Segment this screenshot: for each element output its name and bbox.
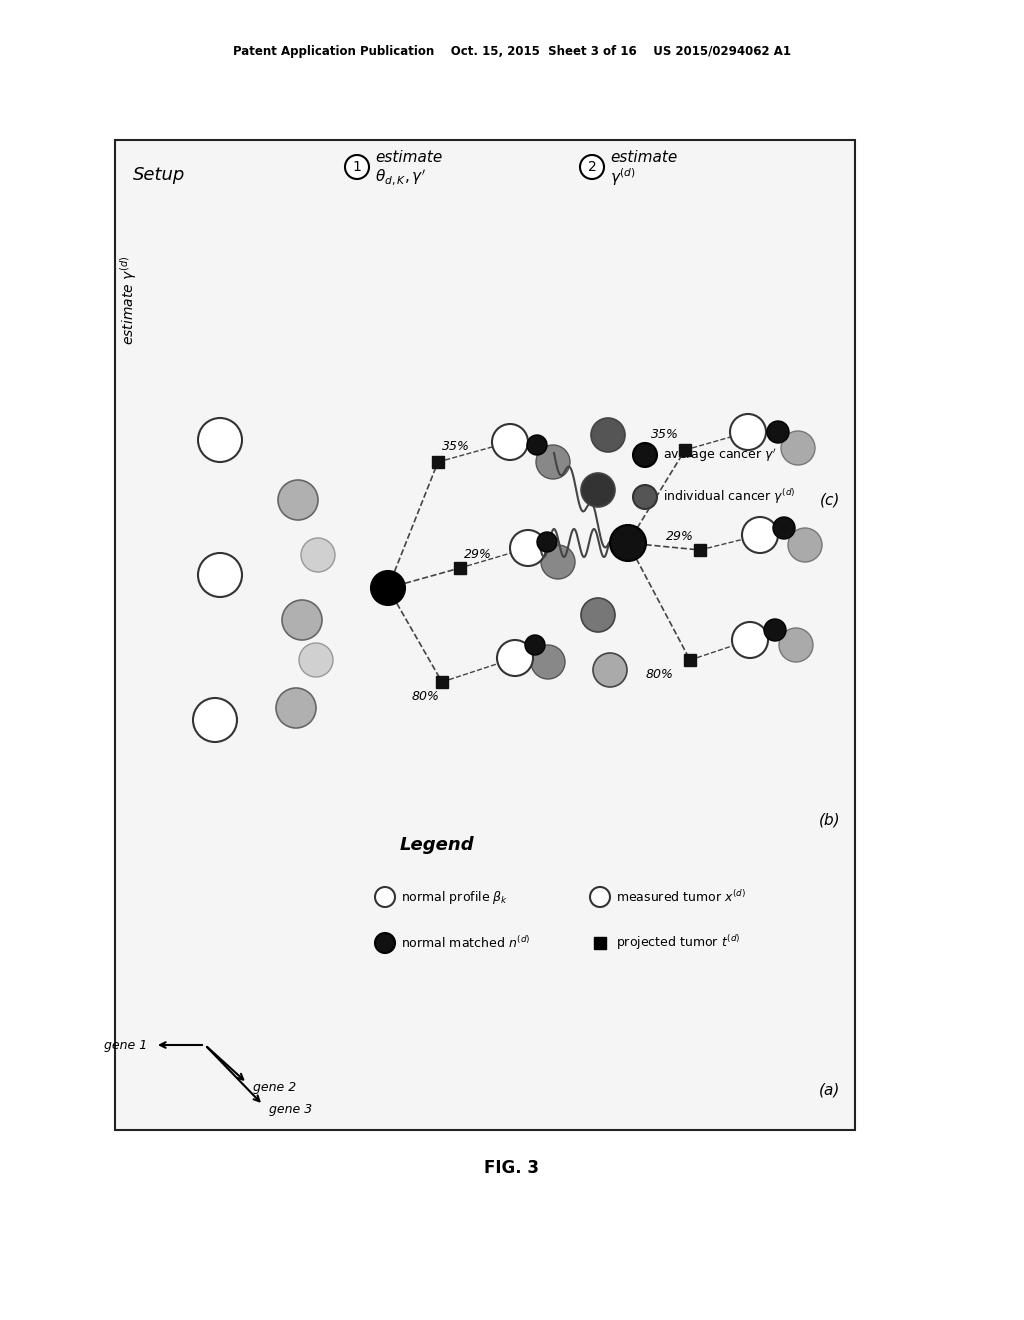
Circle shape [525, 635, 545, 655]
Text: 2: 2 [588, 160, 596, 174]
Text: gene 1: gene 1 [103, 1039, 147, 1052]
Circle shape [497, 640, 534, 676]
Circle shape [527, 436, 547, 455]
Text: normal matched $n^{(d)}$: normal matched $n^{(d)}$ [401, 935, 530, 950]
Circle shape [732, 622, 768, 657]
Circle shape [580, 154, 604, 180]
Circle shape [510, 531, 546, 566]
Circle shape [371, 572, 406, 605]
Circle shape [610, 525, 646, 561]
Circle shape [591, 418, 625, 451]
Circle shape [633, 444, 657, 467]
Circle shape [345, 154, 369, 180]
Text: $\gamma^{(d)}$: $\gamma^{(d)}$ [610, 166, 636, 187]
Circle shape [581, 473, 615, 507]
Circle shape [531, 645, 565, 678]
Circle shape [276, 688, 316, 729]
Circle shape [541, 545, 575, 579]
Circle shape [537, 532, 557, 552]
Circle shape [301, 539, 335, 572]
Circle shape [633, 484, 657, 510]
Text: 29%: 29% [464, 548, 492, 561]
Text: FIG. 3: FIG. 3 [484, 1159, 540, 1177]
Text: estimate $\gamma^{(d)}$: estimate $\gamma^{(d)}$ [119, 255, 139, 345]
Bar [115, 140, 855, 1130]
Text: (c): (c) [819, 492, 840, 507]
Circle shape [492, 424, 528, 459]
Circle shape [282, 601, 322, 640]
Circle shape [536, 445, 570, 479]
Text: gene 2: gene 2 [253, 1081, 296, 1094]
Text: 80%: 80% [646, 668, 674, 681]
Text: average cancer $\gamma'$: average cancer $\gamma'$ [663, 446, 776, 463]
Circle shape [773, 517, 795, 539]
Circle shape [742, 517, 778, 553]
Circle shape [278, 480, 318, 520]
Text: gene 3: gene 3 [269, 1104, 312, 1117]
Circle shape [198, 418, 242, 462]
Text: 35%: 35% [651, 428, 679, 441]
Text: Patent Application Publication    Oct. 15, 2015  Sheet 3 of 16    US 2015/029406: Patent Application Publication Oct. 15, … [233, 45, 791, 58]
Circle shape [781, 432, 815, 465]
Circle shape [375, 933, 395, 953]
Text: Setup: Setup [133, 166, 185, 183]
Circle shape [198, 553, 242, 597]
Circle shape [764, 619, 786, 642]
Circle shape [193, 698, 237, 742]
Text: projected tumor $t^{(d)}$: projected tumor $t^{(d)}$ [616, 933, 740, 953]
Text: $\theta_{d,K},\gamma'$: $\theta_{d,K},\gamma'$ [375, 168, 426, 187]
Circle shape [375, 887, 395, 907]
Text: normal profile $\beta_k$: normal profile $\beta_k$ [401, 888, 508, 906]
Text: 35%: 35% [442, 440, 470, 453]
Text: estimate: estimate [375, 149, 442, 165]
Text: (b): (b) [818, 813, 840, 828]
Text: 80%: 80% [412, 689, 440, 702]
Text: measured tumor $x^{(d)}$: measured tumor $x^{(d)}$ [616, 890, 746, 906]
Text: Legend: Legend [400, 836, 475, 854]
Circle shape [590, 887, 610, 907]
Text: estimate: estimate [610, 149, 677, 165]
Circle shape [779, 628, 813, 663]
Text: (a): (a) [818, 1082, 840, 1097]
Text: individual cancer $\gamma^{(d)}$: individual cancer $\gamma^{(d)}$ [663, 487, 796, 507]
Text: 29%: 29% [666, 529, 694, 543]
Circle shape [788, 528, 822, 562]
Circle shape [593, 653, 627, 686]
Circle shape [299, 643, 333, 677]
Circle shape [581, 598, 615, 632]
Circle shape [730, 414, 766, 450]
Circle shape [767, 421, 790, 444]
Text: 1: 1 [352, 160, 361, 174]
